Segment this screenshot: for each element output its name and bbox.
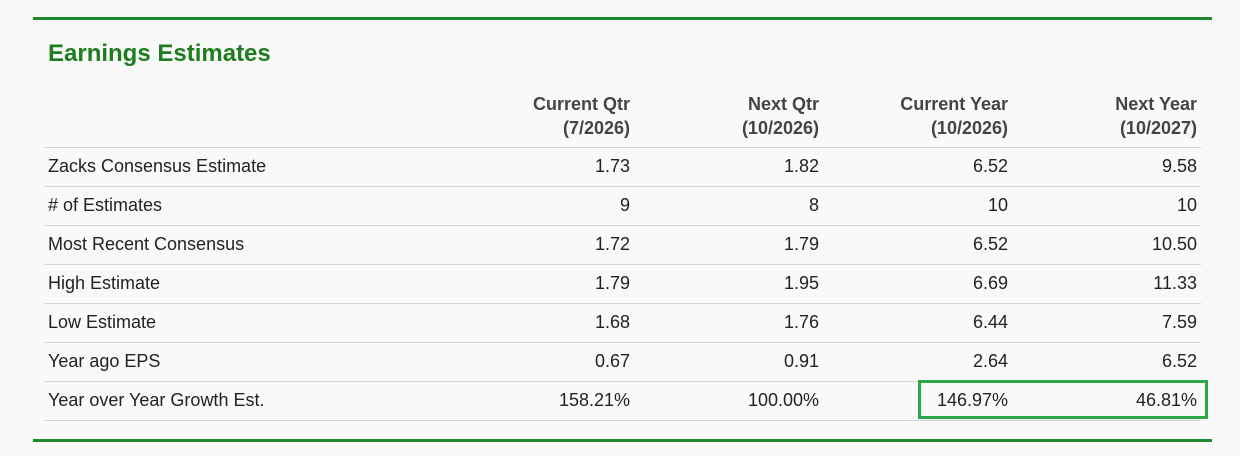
column-header: (10/2026): [930, 118, 1008, 138]
row-separator: [44, 147, 1201, 148]
cell-value: 1.95: [783, 273, 819, 293]
cell-value: 1.79: [594, 273, 630, 293]
cell-value: 1.73: [594, 156, 630, 176]
cell-value: 1.68: [594, 312, 630, 332]
top-rule: [33, 17, 1212, 20]
cell-value: 9: [619, 195, 630, 215]
row-separator: [44, 420, 1201, 421]
cell-value: 100.00%: [747, 390, 819, 410]
column-header: Next Qtr: [747, 94, 819, 114]
cell-value: 0.67: [594, 351, 630, 371]
highlight-box: [918, 380, 1208, 419]
column-header: Next Year: [1115, 94, 1197, 114]
cell-value: 2.64: [972, 351, 1008, 371]
cell-value: 10.50: [1151, 234, 1197, 254]
row-separator: [44, 225, 1201, 226]
cell-value: 11.33: [1153, 273, 1197, 293]
row-separator: [44, 342, 1201, 343]
cell-value: 10: [987, 195, 1008, 215]
cell-value: 10: [1176, 195, 1197, 215]
column-header: (10/2026): [741, 118, 819, 138]
cell-value: 146.97%: [936, 390, 1008, 410]
row-label: Year over Year Growth Est.: [48, 390, 265, 410]
column-header: (7/2026): [562, 118, 630, 138]
cell-value: 8: [808, 195, 819, 215]
column-header: (10/2027): [1119, 118, 1197, 138]
bottom-rule: [33, 439, 1212, 442]
cell-value: 1.72: [594, 234, 630, 254]
row-label: Low Estimate: [48, 312, 157, 332]
cell-value: 6.52: [972, 234, 1008, 254]
cell-value: 6.69: [972, 273, 1008, 293]
cell-value: 0.91: [783, 351, 819, 371]
row-separator: [44, 303, 1201, 304]
cell-value: 6.52: [1161, 351, 1197, 371]
cell-value: 6.52: [972, 156, 1008, 176]
column-header: Current Qtr: [532, 94, 630, 114]
cell-value: 9.58: [1161, 156, 1197, 176]
row-separator: [44, 186, 1201, 187]
row-label: Year ago EPS: [48, 351, 161, 371]
cell-value: 7.59: [1161, 312, 1197, 332]
cell-value: 6.44: [972, 312, 1008, 332]
row-separator: [44, 381, 1201, 382]
row-label: Zacks Consensus Estimate: [48, 156, 267, 176]
row-label: High Estimate: [48, 273, 161, 293]
cell-value: 46.81%: [1135, 390, 1197, 410]
cell-value: 158.21%: [558, 390, 630, 410]
section-title: Earnings Estimates: [48, 40, 271, 67]
row-separator: [44, 264, 1201, 265]
row-label: Most Recent Consensus: [48, 234, 245, 254]
cell-value: 1.79: [783, 234, 819, 254]
row-label: # of Estimates: [48, 195, 163, 215]
cell-value: 1.82: [783, 156, 819, 176]
cell-value: 1.76: [783, 312, 819, 332]
column-header: Current Year: [900, 94, 1008, 114]
